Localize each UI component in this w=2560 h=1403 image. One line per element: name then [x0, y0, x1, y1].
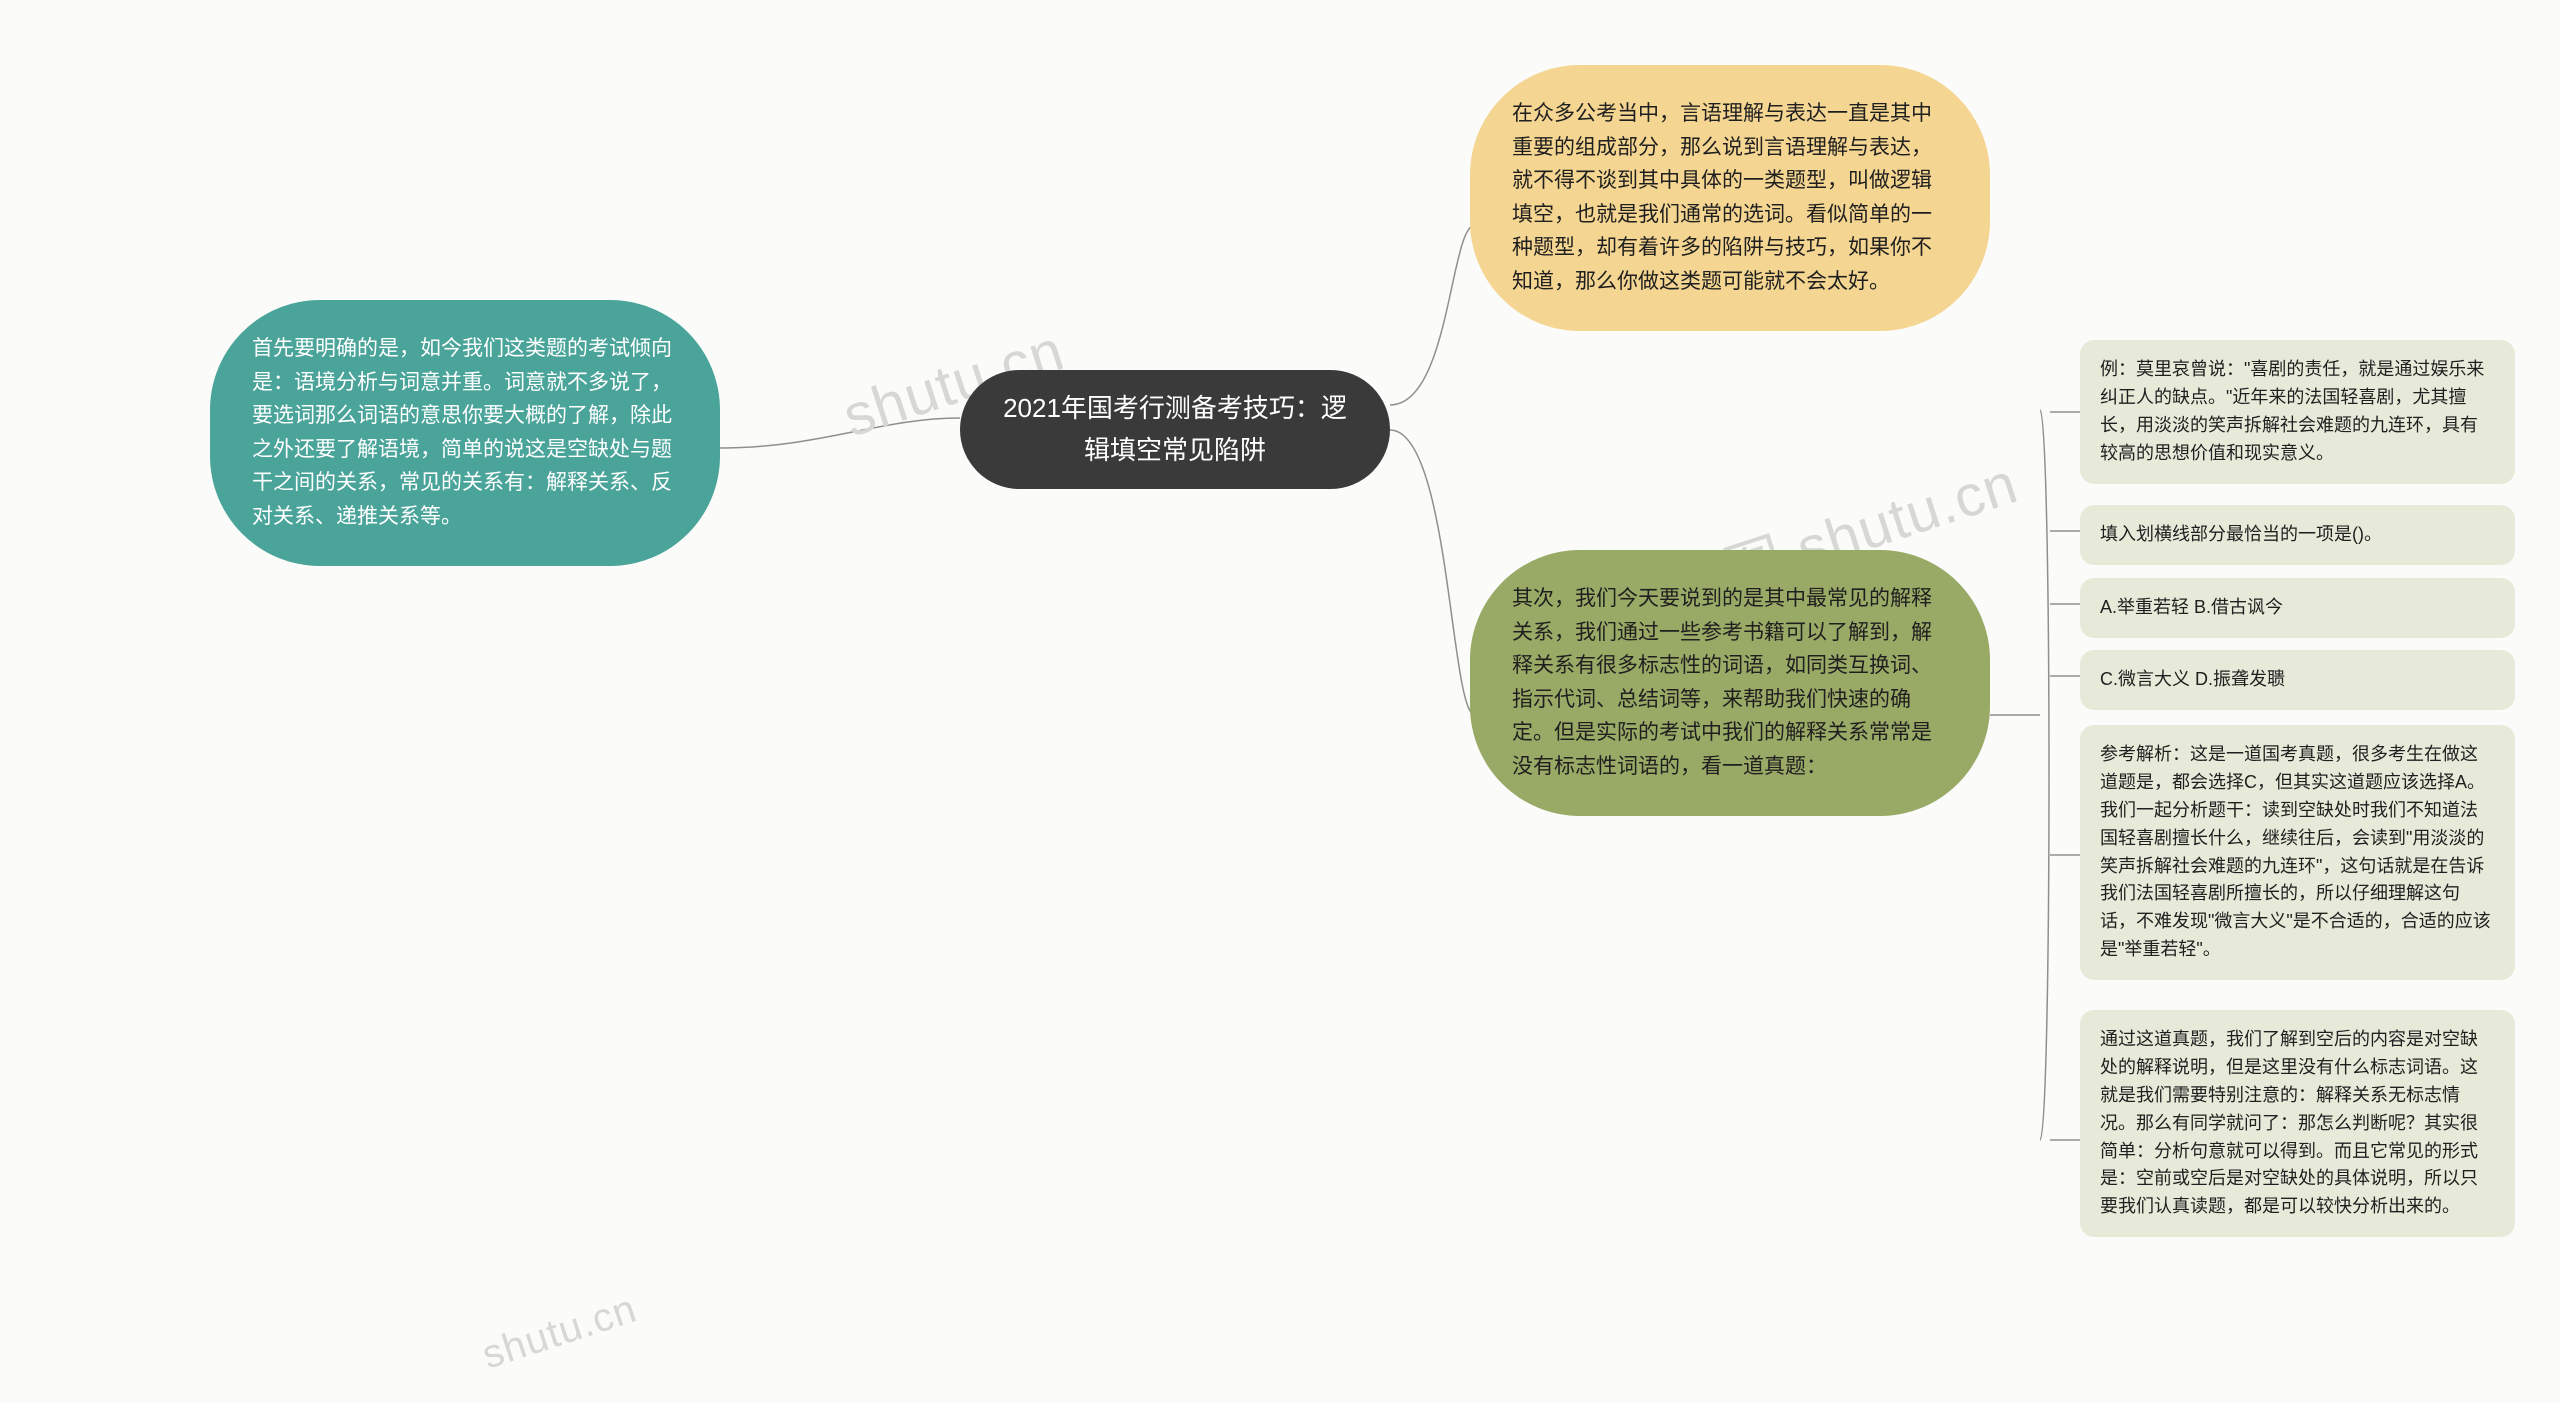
- edge-bracket-vertical: [2040, 410, 2049, 1140]
- branch-right-top[interactable]: 在众多公考当中，言语理解与表达一直是其中重要的组成部分，那么说到言语理解与表达，…: [1470, 65, 1990, 331]
- root-node[interactable]: 2021年国考行测备考技巧：逻辑填空常见陷阱: [960, 370, 1390, 489]
- watermark: shutu.cn: [477, 1287, 642, 1379]
- edge-root-righttop: [1390, 225, 1475, 405]
- leaf-question[interactable]: 填入划横线部分最恰当的一项是()。: [2080, 505, 2515, 565]
- edge-root-rightbottom: [1390, 430, 1475, 715]
- edge-root-left: [720, 418, 960, 448]
- leaf-option-ab[interactable]: A.举重若轻 B.借古讽今: [2080, 578, 2515, 638]
- branch-right-bottom[interactable]: 其次，我们今天要说到的是其中最常见的解释关系，我们通过一些参考书籍可以了解到，解…: [1470, 550, 1990, 816]
- leaf-example[interactable]: 例：莫里哀曾说："喜剧的责任，就是通过娱乐来纠正人的缺点。"近年来的法国轻喜剧，…: [2080, 340, 2515, 484]
- leaf-option-cd[interactable]: C.微言大义 D.振聋发聩: [2080, 650, 2515, 710]
- mindmap-canvas: 树图 shutu.cn shutu.cn 树图 shutu.cn shutu.c…: [0, 0, 2560, 1403]
- leaf-conclusion[interactable]: 通过这道真题，我们了解到空后的内容是对空缺处的解释说明，但是这里没有什么标志词语…: [2080, 1010, 2515, 1237]
- leaf-analysis[interactable]: 参考解析：这是一道国考真题，很多考生在做这道题是，都会选择C，但其实这道题应该选…: [2080, 725, 2515, 980]
- branch-left[interactable]: 首先要明确的是，如今我们这类题的考试倾向是：语境分析与词意并重。词意就不多说了，…: [210, 300, 720, 566]
